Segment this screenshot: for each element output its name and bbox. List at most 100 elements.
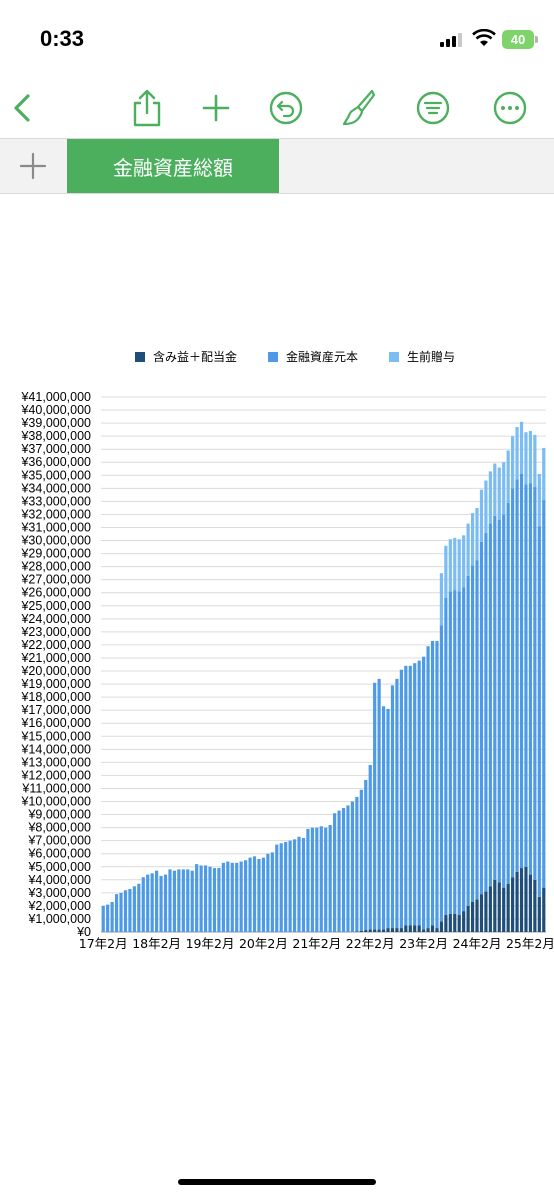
bar-segment-1 [390, 685, 395, 929]
x-tick-label: 17年2月 [79, 936, 128, 951]
bar-segment-0 [430, 925, 435, 932]
bar-segment-1 [399, 669, 403, 929]
bar-segment-1 [470, 565, 475, 902]
filter-icon [416, 91, 450, 125]
bar-segment-2 [515, 427, 519, 480]
bar-segment-0 [377, 929, 381, 932]
bar-segment-2 [524, 432, 528, 485]
tab-label: 金融資産総額 [113, 155, 233, 180]
bar-segment-1 [168, 869, 172, 932]
x-tick-label: 25年2月 [506, 936, 554, 951]
bar-segment-1 [422, 656, 426, 930]
bar-segment-2 [519, 421, 524, 474]
bar-segment-1 [279, 843, 283, 932]
bar-segment-2 [506, 450, 510, 503]
y-tick-label: ¥3,000,000 [27, 886, 91, 900]
bar-segment-1 [132, 886, 136, 932]
bar-segment-1 [114, 894, 119, 932]
y-tick-label: ¥35,000,000 [20, 468, 91, 482]
bar-segment-1 [381, 706, 386, 930]
undo-button[interactable] [266, 88, 306, 128]
bar-segment-2 [488, 471, 492, 524]
bar-segment-1 [119, 892, 123, 932]
bar-segment-0 [359, 930, 363, 932]
y-tick-label: ¥22,000,000 [20, 638, 91, 652]
bar-segment-1 [217, 868, 221, 932]
bar-segment-2 [444, 545, 448, 598]
bar-segment-1 [533, 487, 537, 880]
bar-segment-1 [292, 839, 297, 932]
x-axis-ticks: 17年2月 18年2月 19年2月 20年2月 21年2月 22年2月 23年2月 24年2月… [79, 936, 554, 951]
bar-segment-1 [146, 874, 150, 932]
bar-segment-0 [448, 913, 452, 932]
bar-segment-0 [475, 899, 479, 932]
more-button[interactable] [490, 88, 530, 128]
x-tick-label: 20年2月 [239, 936, 288, 951]
bar-segment-1 [301, 838, 306, 932]
y-tick-label: ¥27,000,000 [20, 573, 91, 587]
legend-swatch [135, 351, 145, 362]
bar-segment-1 [515, 479, 519, 872]
x-tick-label: 19年2月 [186, 936, 235, 951]
bar-segment-0 [537, 896, 541, 932]
bar-segment-1 [226, 861, 230, 932]
x-tick-label: 18年2月 [132, 936, 181, 951]
bar-segment-2 [479, 489, 484, 542]
bar-segment-2 [466, 523, 470, 576]
y-tick-label: ¥4,000,000 [27, 873, 91, 887]
bar-segment-1 [310, 827, 314, 932]
bar-segment-1 [511, 488, 515, 878]
bar-segment-1 [346, 805, 350, 932]
bar-segment-1 [426, 646, 430, 929]
bar-segment-0 [533, 879, 537, 932]
bar-segment-1 [466, 575, 470, 906]
y-tick-label: ¥0 [76, 925, 91, 939]
tab-active-sheet[interactable]: 金融資産総額 [67, 139, 279, 193]
bar-segment-1 [186, 869, 190, 932]
undo-icon [269, 91, 303, 125]
bar-segment-1 [137, 883, 141, 932]
y-tick-label: ¥40,000,000 [20, 403, 91, 417]
y-tick-label: ¥28,000,000 [20, 560, 91, 574]
bar-segment-1 [159, 875, 163, 932]
y-tick-label: ¥6,000,000 [27, 847, 91, 861]
y-tick-label: ¥33,000,000 [20, 494, 91, 508]
bar-segment-2 [511, 436, 515, 489]
wifi-icon [472, 29, 496, 46]
bar-segment-1 [261, 857, 266, 932]
y-tick-label: ¥21,000,000 [20, 651, 91, 665]
add-sheet-button[interactable] [0, 139, 66, 193]
bar-segment-2 [470, 513, 475, 566]
x-tick-label: 21年2月 [292, 936, 341, 951]
organize-button[interactable] [413, 88, 453, 128]
back-button[interactable] [2, 88, 42, 128]
bar-segment-1 [284, 841, 288, 932]
bar-segment-1 [106, 904, 110, 932]
y-tick-label: ¥15,000,000 [20, 729, 91, 743]
bar-segment-0 [479, 894, 484, 932]
x-tick-label: 24年2月 [453, 936, 502, 951]
bar-segment-1 [506, 502, 510, 884]
bar-segment-0 [386, 928, 390, 932]
bar-segment-1 [208, 866, 212, 932]
chart-grid [101, 396, 546, 933]
bar-segment-0 [408, 925, 412, 932]
home-indicator [178, 1179, 376, 1185]
y-tick-label: ¥30,000,000 [20, 534, 91, 548]
y-tick-label: ¥29,000,000 [20, 547, 91, 561]
format-button[interactable] [338, 88, 378, 128]
y-tick-label: ¥19,000,000 [20, 677, 91, 691]
add-button[interactable] [196, 88, 236, 128]
share-button[interactable] [127, 88, 167, 128]
chart-bars [101, 421, 546, 932]
bar-segment-1 [141, 877, 145, 932]
y-tick-label: ¥2,000,000 [27, 899, 91, 913]
bar-segment-1 [475, 560, 479, 900]
y-tick-label: ¥13,000,000 [20, 755, 91, 769]
y-tick-label: ¥12,000,000 [20, 768, 91, 782]
cellular-signal-icon [440, 33, 462, 47]
y-tick-label: ¥7,000,000 [27, 834, 91, 848]
legend-item: 生前贈与 [389, 348, 455, 365]
x-tick-label: 22年2月 [346, 936, 395, 951]
y-tick-label: ¥31,000,000 [20, 520, 91, 534]
